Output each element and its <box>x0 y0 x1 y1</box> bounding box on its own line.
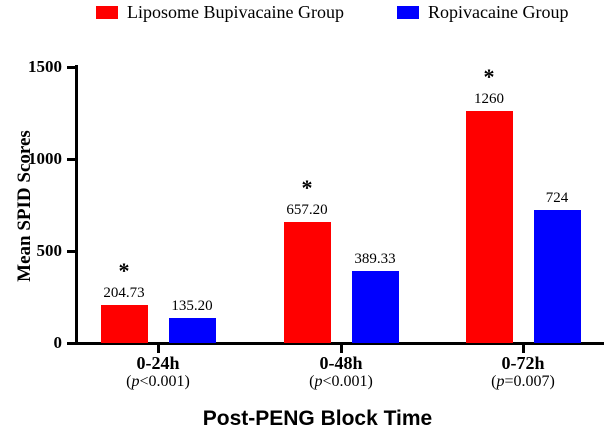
y-tick-mark <box>67 341 76 345</box>
bar-liposome <box>100 305 148 343</box>
legend-swatch-blue <box>397 5 419 19</box>
y-tick-mark <box>67 157 76 161</box>
legend-swatch-red <box>96 5 118 19</box>
significance-asterisk: * <box>118 258 130 283</box>
legend-item-ropivacaine: Ropivacaine Group <box>397 1 568 23</box>
y-tick-mark <box>67 249 76 253</box>
x-axis-line <box>75 342 604 345</box>
plot-area: 204.73 * 657.20 * 1260 * 135.20 389.33 724 <box>78 64 604 343</box>
x-category-pvalue: (p=0.007) <box>491 373 555 390</box>
bar-ropivacaine <box>533 210 581 343</box>
x-category-label: 0-48h <box>319 353 363 373</box>
y-tick-label: 1000 <box>28 149 62 168</box>
legend-label-ropivacaine: Ropivacaine Group <box>428 1 569 22</box>
x-tick-mark <box>521 345 525 353</box>
bar-value-label: 724 <box>545 190 569 206</box>
y-tick-label: 500 <box>36 241 63 260</box>
bar-value-label: 1260 <box>474 91 504 107</box>
x-category-label: 0-72h <box>501 353 545 373</box>
y-tick-label: 1500 <box>28 57 62 76</box>
x-tick-mark <box>156 345 160 353</box>
bar-value-label: 135.20 <box>171 298 213 314</box>
bar-value-label: 657.20 <box>286 202 328 218</box>
y-tick-label: 0 <box>53 333 63 352</box>
x-category-label: 0-24h <box>136 353 180 373</box>
significance-asterisk: * <box>301 175 313 200</box>
bar-value-label: 204.73 <box>103 285 145 301</box>
x-axis-title: Post-PENG Block Time <box>202 407 433 430</box>
y-axis-line <box>75 65 78 345</box>
legend-label-liposome: Liposome Bupivacaine Group <box>127 1 344 22</box>
y-axis-label: Mean SPID Scores <box>14 130 35 282</box>
bar-liposome <box>283 222 331 343</box>
legend-item-liposome: Liposome Bupivacaine Group <box>96 1 344 23</box>
x-category-pvalue: (p<0.001) <box>309 373 373 390</box>
x-category-pvalue: (p<0.001) <box>126 373 190 390</box>
bar-value-label: 389.33 <box>354 251 396 267</box>
bar-liposome <box>465 111 513 343</box>
x-tick-mark <box>339 345 343 353</box>
significance-asterisk: * <box>483 64 495 89</box>
bar-ropivacaine <box>168 318 216 343</box>
y-tick-mark <box>67 65 76 69</box>
bar-ropivacaine <box>351 271 399 343</box>
